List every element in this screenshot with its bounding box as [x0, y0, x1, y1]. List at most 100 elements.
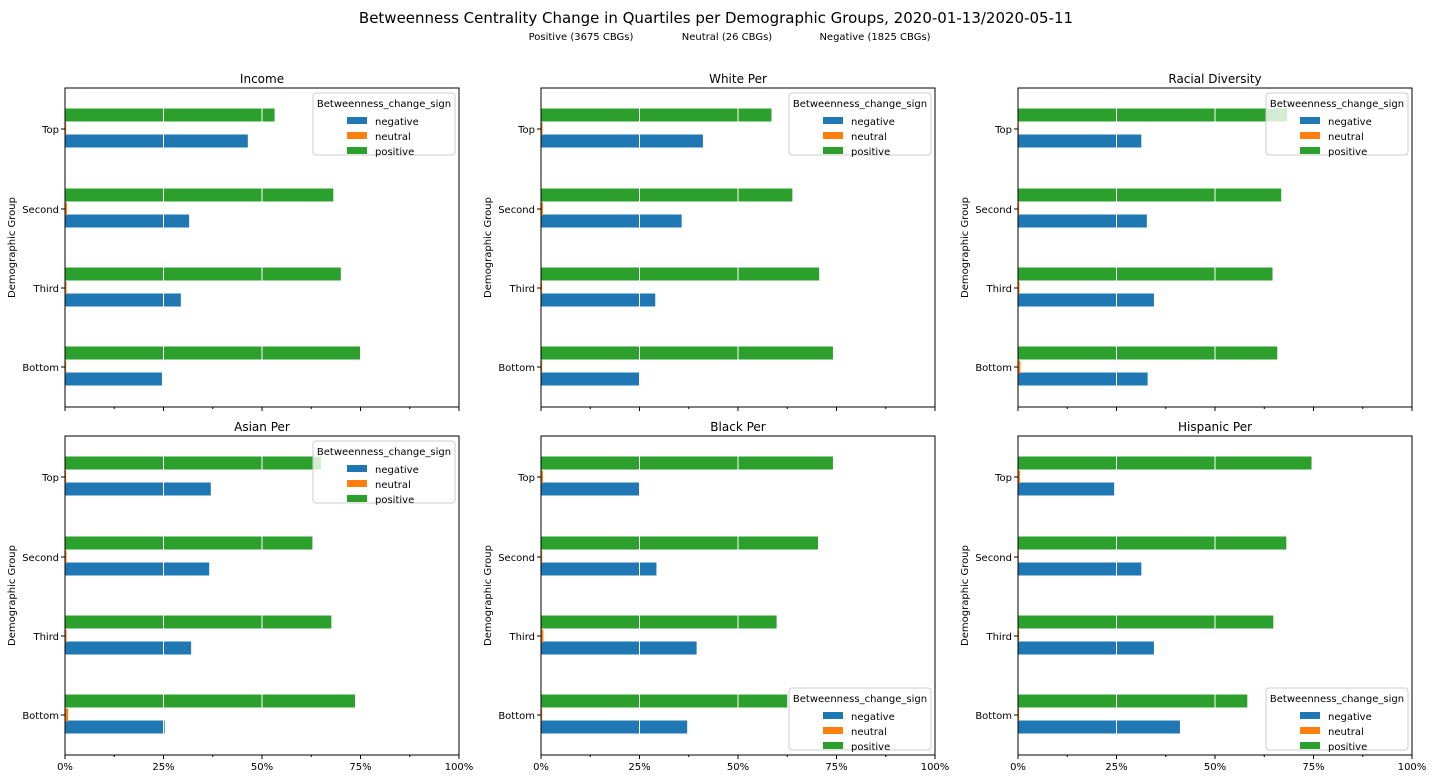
legend-title: Betweenness_change_sign	[1270, 99, 1404, 110]
y-tick-label: Second	[498, 205, 535, 216]
legend-box	[1265, 92, 1409, 156]
x-tick-label: 50%	[1204, 762, 1226, 773]
bar-positive-bottom	[541, 694, 788, 708]
legend-swatch-neutral	[823, 727, 843, 734]
bar-neutral-second	[65, 550, 67, 564]
bar-neutral-bottom	[541, 360, 543, 374]
legend-swatch-neutral	[347, 480, 367, 487]
legend-title: Betweenness_change_sign	[317, 99, 451, 110]
bar-positive-second	[65, 188, 334, 202]
y-tick-label: Top	[517, 473, 535, 484]
bar-negative-third	[65, 293, 181, 307]
bar-neutral-top	[65, 470, 67, 484]
legend-box	[788, 92, 932, 156]
legend: Betweenness_change_sign negative neutral po…	[312, 92, 456, 158]
panel-income: Bottom Third Second Top Income Demographic Gr…	[7, 72, 460, 411]
bar-negative-third	[541, 293, 656, 307]
bar-positive-top	[541, 456, 833, 470]
legend-title: Betweenness_change_sign	[1270, 694, 1404, 705]
bar-positive-third	[1018, 615, 1274, 629]
y-tick-label: Top	[517, 125, 535, 136]
bar-neutral-third	[65, 281, 67, 295]
legend-swatch-negative	[1300, 117, 1320, 124]
legend-label-positive: positive	[851, 147, 890, 158]
legend-title: Betweenness_change_sign	[793, 99, 927, 110]
bar-neutral-bottom	[1018, 360, 1021, 374]
legend-label-positive: positive	[851, 742, 890, 753]
bar-positive-top	[65, 108, 275, 122]
bar-positive-third	[541, 615, 777, 629]
panel-black-per: Bottom Third Second Top 0% 25% 50% 75% 100% Black…	[483, 420, 949, 773]
legend-swatch-positive	[823, 742, 843, 749]
y-tick-label: Second	[22, 205, 59, 216]
x-tick-label: 25%	[1105, 762, 1127, 773]
legend-swatch-neutral	[823, 132, 843, 139]
y-tick-label: Second	[975, 205, 1012, 216]
panel-hispanic-per: Bottom Third Second Top 0% 25% 50% 75% 100% Hispa…	[960, 420, 1426, 773]
legend-swatch-positive	[823, 147, 843, 154]
y-axis-label: Demographic Group	[960, 545, 971, 646]
panel-asian-per: Bottom Third Second Top 0% 25% 50% 75% 100% Asian…	[7, 420, 473, 773]
legend-label-positive: positive	[1328, 147, 1367, 158]
bar-positive-third	[65, 615, 332, 629]
bar-negative-top	[65, 134, 248, 148]
bar-neutral-top	[65, 122, 67, 136]
bar-negative-top	[1018, 482, 1115, 496]
legend: Betweenness_change_sign negative neutral po…	[788, 92, 932, 158]
bar-negative-top	[541, 134, 703, 148]
legend-swatch-neutral	[347, 132, 367, 139]
legend-swatch-negative	[347, 117, 367, 124]
bar-neutral-second	[541, 550, 543, 564]
x-tick-label: 75%	[825, 762, 847, 773]
y-axis-label: Demographic Group	[483, 545, 494, 646]
y-tick-label: Bottom	[22, 711, 59, 722]
legend-swatch-negative	[1300, 712, 1320, 719]
legend-label-neutral: neutral	[1328, 132, 1364, 143]
bar-negative-second	[65, 562, 210, 576]
bar-negative-third	[1018, 293, 1154, 307]
x-tick-label: 100%	[921, 762, 950, 773]
bar-negative-third	[1018, 641, 1154, 655]
legend-label-neutral: neutral	[375, 480, 411, 491]
legend-label-negative: negative	[1328, 117, 1372, 128]
bar-negative-bottom	[1018, 720, 1180, 734]
legend-label-negative: negative	[375, 117, 419, 128]
bar-negative-bottom	[65, 372, 162, 386]
bar-neutral-third	[541, 281, 543, 295]
bar-neutral-second	[1018, 202, 1020, 216]
bar-positive-top	[1018, 108, 1288, 122]
panel-title: Income	[240, 72, 284, 86]
bar-negative-third	[541, 641, 697, 655]
x-tick-label: 75%	[1302, 762, 1324, 773]
bar-positive-bottom	[65, 694, 355, 708]
bar-positive-bottom	[1018, 346, 1278, 360]
y-tick-label: Bottom	[498, 363, 535, 374]
bar-neutral-second	[541, 202, 543, 216]
bar-positive-third	[541, 267, 820, 281]
legend-swatch-negative	[347, 465, 367, 472]
y-axis-label: Demographic Group	[7, 545, 18, 646]
subtitle-neutral: Neutral (26 CBGs)	[682, 32, 773, 43]
legend-swatch-positive	[347, 147, 367, 154]
subtitle-negative: Negative (1825 CBGs)	[819, 32, 930, 43]
bar-negative-second	[65, 214, 190, 228]
bar-positive-bottom	[541, 346, 833, 360]
y-tick-label: Top	[994, 473, 1012, 484]
bar-negative-second	[1018, 562, 1142, 576]
bar-positive-bottom	[1018, 694, 1248, 708]
bar-neutral-third	[65, 629, 67, 643]
panel-title: Asian Per	[234, 420, 290, 434]
bar-negative-top	[541, 482, 640, 496]
subtitle-positive: Positive (3675 CBGs)	[529, 32, 634, 43]
y-tick-label: Second	[975, 553, 1012, 564]
bar-neutral-top	[541, 470, 543, 484]
x-tick-label: 100%	[445, 762, 474, 773]
y-tick-label: Third	[32, 284, 59, 295]
y-tick-label: Second	[498, 553, 535, 564]
bar-neutral-top	[541, 122, 543, 136]
bar-negative-top	[1018, 134, 1142, 148]
legend-label-neutral: neutral	[851, 727, 887, 738]
legend: Betweenness_change_sign negative neutral po…	[788, 687, 932, 753]
bar-positive-third	[1018, 267, 1273, 281]
bar-positive-top	[65, 456, 322, 470]
